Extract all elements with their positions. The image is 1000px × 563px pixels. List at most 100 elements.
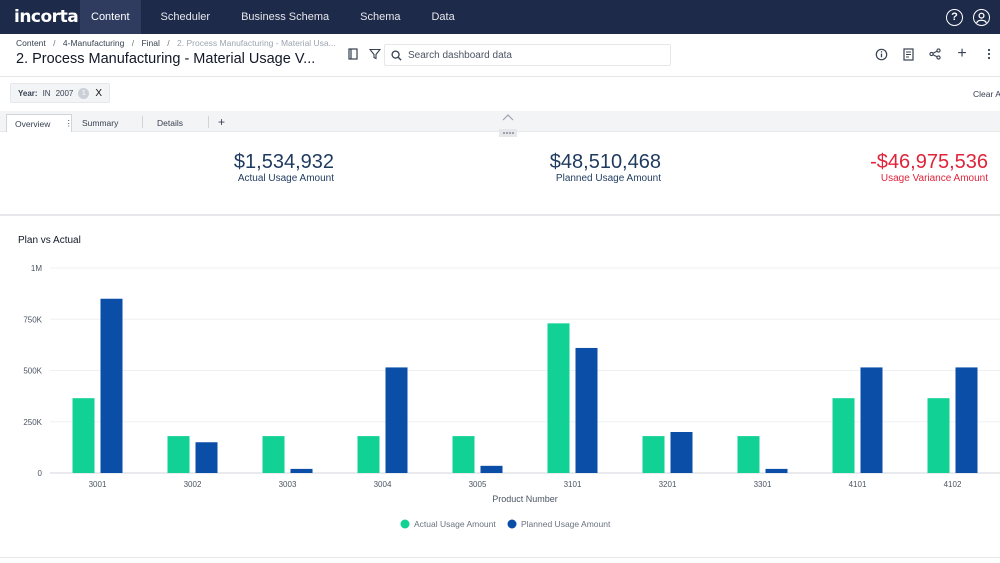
kpi-band	[0, 133, 1000, 216]
filter-chip-year[interactable]: Year: IN 2007 1 X	[10, 83, 111, 103]
breadcrumb-separator: /	[53, 38, 56, 48]
bar[interactable]	[575, 347, 598, 473]
x-tick-label: 4101	[849, 480, 867, 489]
search-icon	[391, 49, 402, 61]
bar[interactable]	[737, 436, 760, 473]
bar[interactable]	[100, 298, 123, 473]
y-tick-label: 500K	[23, 367, 42, 376]
kpi-label: Actual Usage Amount	[237, 173, 334, 184]
x-tick-label: 3002	[184, 480, 202, 489]
nav-tab-scheduler[interactable]: Scheduler	[160, 11, 211, 23]
tab-details[interactable]: Details	[157, 118, 183, 128]
bar[interactable]	[927, 398, 950, 473]
drag-handle-icon	[499, 129, 517, 137]
legend-marker	[400, 519, 410, 529]
tab-menu-icon[interactable]: ⋮	[64, 118, 73, 128]
clear-all-button[interactable]: Clear Al	[973, 89, 1000, 99]
bar[interactable]	[452, 436, 475, 473]
search-placeholder: Search dashboard data	[408, 49, 512, 61]
top-navbar: incorta Content Scheduler Business Schem…	[0, 0, 1000, 34]
legend-label: Planned Usage Amount	[521, 519, 611, 529]
breadcrumb: Content / 4-Manufacturing / Final / 2. P…	[16, 38, 336, 48]
breadcrumb-current: 2. Process Manufacturing - Material Usa.…	[177, 38, 336, 48]
tab-overview[interactable]: Overview ⋮	[6, 114, 73, 132]
filter-count-badge: 1	[78, 87, 90, 99]
filter-value: 2007	[55, 88, 74, 98]
bar[interactable]	[670, 432, 693, 473]
more-icon[interactable]	[982, 46, 996, 62]
kpi-usage-variance[interactable]: -$46,975,536 Usage Variance Amount	[870, 151, 988, 185]
y-tick-label: 1M	[31, 264, 42, 273]
bar[interactable]	[195, 442, 218, 473]
bar[interactable]	[480, 465, 503, 473]
kpi-label: Planned Usage Amount	[555, 173, 661, 184]
x-tick-label: 4102	[944, 480, 962, 489]
add-icon[interactable]: +	[957, 45, 967, 62]
legend-label: Actual Usage Amount	[414, 519, 496, 529]
kpi-value: -$46,975,536	[870, 151, 988, 173]
filter-field: Year:	[18, 88, 38, 98]
info-icon[interactable]	[874, 46, 888, 62]
bar[interactable]	[832, 398, 855, 473]
kpi-actual-usage[interactable]: $1,534,932 Actual Usage Amount	[234, 151, 334, 185]
tab-divider	[142, 116, 143, 128]
nav-tab-business-schema[interactable]: Business Schema	[241, 11, 330, 23]
y-tick-label: 250K	[23, 418, 42, 427]
x-axis-label: Product Number	[492, 494, 558, 504]
x-tick-label: 3201	[659, 480, 677, 489]
y-tick-label: 750K	[23, 315, 42, 324]
chart-title: Plan vs Actual	[18, 235, 81, 246]
filter-remove-button[interactable]: X	[95, 87, 103, 99]
nav-tab-content[interactable]: Content	[80, 0, 141, 34]
bar[interactable]	[642, 436, 665, 473]
breadcrumb-item-subfolder[interactable]: Final	[141, 38, 160, 48]
plan-vs-actual-chart: 0 250K 500K 750K 1M 3001 3002 3003 3004 3005 3101 3…	[23, 264, 1000, 529]
y-tick-label: 0	[38, 469, 43, 478]
kpi-value: $48,510,468	[549, 151, 661, 173]
kpi-label: Usage Variance Amount	[880, 173, 988, 184]
kpi-planned-usage[interactable]: $48,510,468 Planned Usage Amount	[550, 151, 661, 185]
breadcrumb-separator: /	[167, 38, 170, 48]
bar[interactable]	[167, 436, 190, 473]
x-tick-label: 3001	[89, 480, 107, 489]
tab-summary[interactable]: Summary	[82, 118, 119, 128]
bar[interactable]	[72, 398, 95, 473]
bar[interactable]	[290, 468, 313, 473]
nav-tab-data[interactable]: Data	[431, 11, 455, 23]
filter-icon[interactable]	[367, 45, 383, 63]
bar[interactable]	[385, 367, 408, 473]
search-bar[interactable]: Search dashboard data	[384, 44, 671, 66]
x-tick-label: 3301	[754, 480, 772, 489]
report-icon[interactable]	[901, 46, 915, 62]
kpi-value: $1,534,932	[233, 151, 334, 173]
page-title: 2. Process Manufacturing - Material Usag…	[16, 51, 316, 67]
legend-marker	[507, 519, 517, 529]
breadcrumb-item-folder[interactable]: 4-Manufacturing	[62, 38, 125, 48]
x-tick-label: 3003	[279, 480, 297, 489]
bar[interactable]	[262, 436, 285, 473]
help-icon[interactable]: ?	[946, 8, 963, 26]
bar[interactable]	[955, 367, 978, 473]
share-icon[interactable]	[928, 46, 942, 62]
collapse-handle[interactable]	[497, 113, 519, 139]
breadcrumb-item-content[interactable]: Content	[16, 38, 46, 48]
bar[interactable]	[547, 323, 570, 473]
breadcrumb-separator: /	[131, 38, 135, 48]
nav-tab-schema[interactable]: Schema	[360, 11, 401, 23]
bar[interactable]	[765, 468, 788, 473]
bar[interactable]	[860, 367, 883, 473]
incorta-logo[interactable]: incorta	[14, 7, 79, 27]
chevron-up-icon	[502, 114, 514, 121]
header-divider	[0, 76, 1000, 77]
x-tick-label: 3101	[564, 480, 582, 489]
tab-divider	[208, 116, 209, 128]
user-icon[interactable]	[973, 8, 990, 26]
x-tick-label: 3005	[469, 480, 487, 489]
filter-operator: IN	[42, 88, 51, 98]
bookmark-icon[interactable]	[345, 45, 361, 63]
bar[interactable]	[357, 436, 380, 473]
footer-divider	[0, 557, 1000, 558]
tab-overview-label: Overview	[15, 118, 51, 129]
x-tick-label: 3004	[374, 480, 392, 489]
add-tab-button[interactable]: +	[218, 115, 226, 129]
